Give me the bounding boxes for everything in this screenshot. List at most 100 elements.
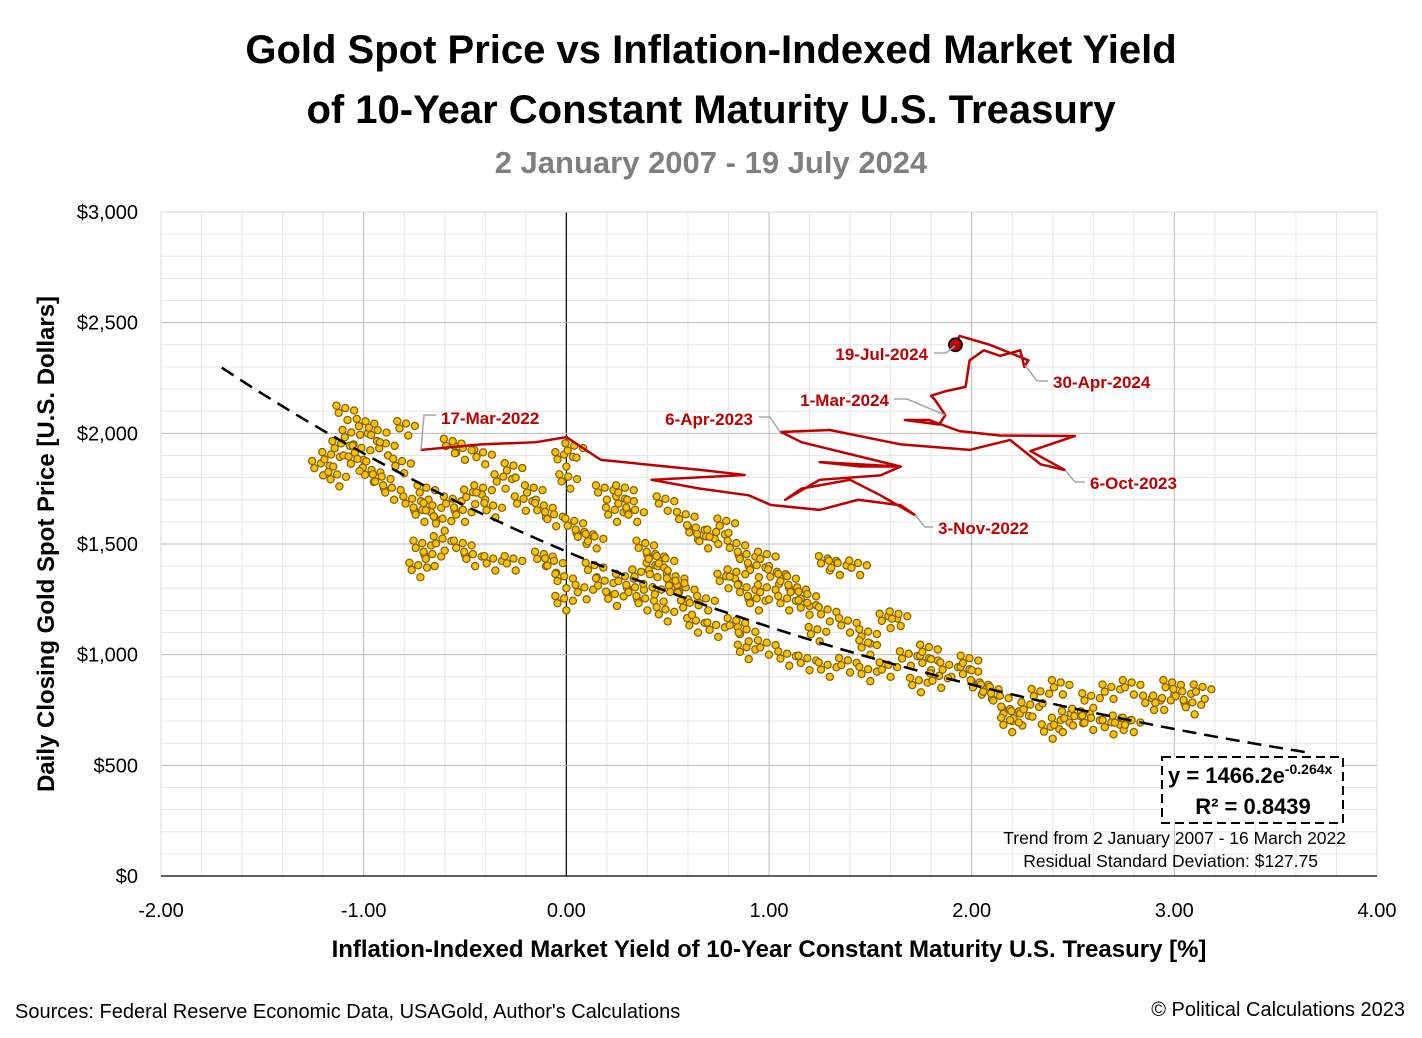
- scatter-point: [387, 483, 397, 492]
- scatter-point: [1098, 680, 1107, 689]
- scatter-point: [480, 551, 489, 561]
- scatter-point: [1157, 693, 1167, 703]
- scatter-point: [1181, 703, 1191, 712]
- y-axis-label: Daily Closing Gold Spot Price [U.S. Doll…: [33, 296, 60, 792]
- scatter-point: [723, 613, 732, 623]
- scatter-point: [353, 454, 362, 464]
- scatter-point: [553, 576, 562, 586]
- scatter-point: [794, 596, 803, 605]
- scatter-point: [307, 456, 317, 466]
- scatter-point: [411, 510, 420, 519]
- scatter-point: [460, 517, 470, 527]
- scatter-point: [730, 519, 740, 528]
- scatter-point: [974, 656, 983, 665]
- scatter-point: [918, 647, 927, 657]
- scatter-point: [622, 503, 631, 512]
- scatter-point: [326, 475, 335, 484]
- scatter-point: [774, 591, 783, 601]
- scatter-point: [377, 472, 386, 481]
- scatter-point: [1078, 711, 1087, 720]
- scatter-point: [580, 583, 589, 592]
- scatter-point: [756, 587, 765, 597]
- scatter-point: [437, 552, 446, 561]
- scatter-point: [674, 514, 684, 524]
- scatter-point: [581, 529, 590, 539]
- scatter-point: [602, 495, 612, 504]
- scatter-point: [662, 574, 672, 583]
- scatter-point: [478, 483, 488, 492]
- scatter-point: [419, 498, 428, 508]
- scatter-point: [462, 492, 471, 502]
- scatter-point: [440, 546, 449, 555]
- scatter-point: [965, 653, 974, 663]
- scatter-point: [853, 558, 863, 568]
- scatter-point: [1151, 698, 1160, 708]
- scatter-point: [745, 599, 755, 608]
- scatter-point: [630, 583, 640, 592]
- scatter-point: [458, 505, 467, 515]
- scatter-point: [774, 647, 783, 656]
- scatter-point: [562, 462, 571, 471]
- scatter-point: [449, 503, 459, 512]
- scatter-point: [741, 541, 750, 550]
- scatter-point: [690, 512, 699, 521]
- scatter-point: [418, 538, 427, 548]
- scatter-point: [555, 470, 564, 479]
- scatter-point: [634, 543, 643, 553]
- scatter-point: [703, 525, 712, 534]
- scatter-point: [1005, 715, 1015, 725]
- scatter-point: [378, 481, 388, 490]
- scatter-point: [393, 416, 402, 426]
- scatter-point: [341, 403, 350, 413]
- residual-sd-note: Residual Standard Deviation: $127.75: [1023, 851, 1318, 871]
- scatter-point: [666, 587, 675, 597]
- scatter-point: [500, 459, 509, 468]
- trend-equation-exponent: -0.264x: [1285, 761, 1333, 777]
- y-tick-label: $3,000: [77, 202, 138, 224]
- scatter-point: [742, 583, 751, 592]
- scatter-point: [693, 628, 703, 637]
- scatter-point: [487, 450, 497, 459]
- scatter-point: [397, 456, 407, 466]
- scatter-point: [715, 576, 724, 586]
- scatter-point: [803, 589, 812, 599]
- scatter-point: [328, 436, 337, 446]
- scatter-point: [705, 532, 714, 542]
- scatter-point: [600, 483, 609, 492]
- scatter-point: [753, 636, 763, 645]
- scatter-point: [1159, 705, 1169, 715]
- scatter-point: [813, 625, 822, 634]
- scatter-point: [650, 590, 660, 599]
- annotation-30-apr-2024: 30-Apr-2024: [1053, 373, 1151, 392]
- scatter-point: [364, 423, 374, 432]
- scatter-point: [572, 474, 582, 484]
- scatter-point: [766, 572, 775, 581]
- recent-line-series: [420, 334, 1077, 517]
- scatter-point: [561, 439, 570, 448]
- scatter-point: [776, 576, 785, 586]
- leader-6-oct-2023: [1064, 469, 1085, 483]
- scatter-point: [816, 559, 826, 568]
- scatter-point: [604, 510, 613, 519]
- x-tick-label: 0.00: [547, 900, 586, 922]
- scatter-point: [330, 444, 339, 453]
- scatter-point: [661, 494, 670, 503]
- scatter-point: [490, 470, 499, 479]
- scatter-point: [855, 636, 864, 645]
- scatter-point: [659, 597, 668, 606]
- scatter-point: [1200, 694, 1209, 704]
- scatter-point: [338, 425, 347, 435]
- scatter-point: [341, 472, 351, 482]
- scatter-point: [481, 460, 490, 469]
- scatter-point: [724, 528, 733, 538]
- scatter-point: [776, 599, 785, 608]
- leader-17-mar-2022: [420, 414, 436, 451]
- scatter-point: [324, 467, 333, 477]
- scatter-point: [566, 484, 575, 493]
- scatter-point: [743, 591, 753, 601]
- scatter-point: [663, 617, 672, 626]
- scatter-point: [835, 570, 845, 580]
- scatter-point: [1198, 682, 1207, 692]
- scatter-point: [786, 587, 795, 597]
- scatter-point: [1058, 727, 1068, 737]
